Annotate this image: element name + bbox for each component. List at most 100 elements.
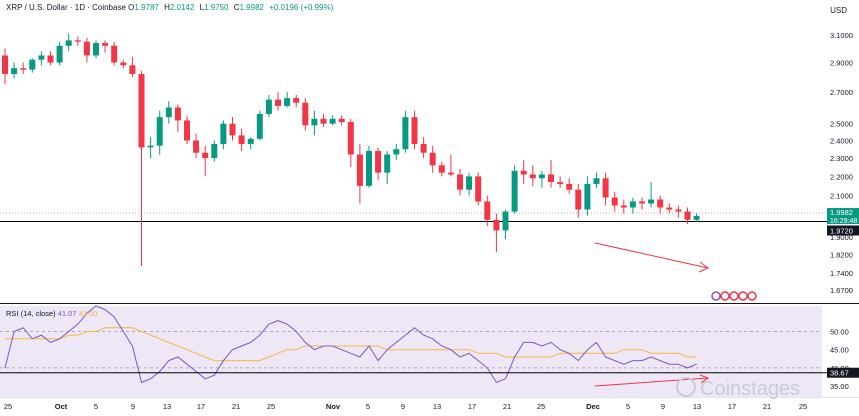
candle-body xyxy=(493,219,500,231)
x-tick-label: 5 xyxy=(94,402,98,411)
price-tick-label: 1.6700 xyxy=(830,286,853,295)
candle-body xyxy=(366,150,372,186)
x-tick-label: 5 xyxy=(626,402,630,411)
coin-icon xyxy=(676,377,696,397)
high-label: H xyxy=(164,3,170,12)
candle-body xyxy=(2,55,8,75)
watermark: Coinstages xyxy=(676,377,800,401)
price-tick-label: 2.9000 xyxy=(830,58,853,67)
x-tick-label: Nov xyxy=(326,402,341,411)
candle-body xyxy=(47,55,54,63)
x-tick-label: 5 xyxy=(366,402,370,411)
candle-body xyxy=(111,45,118,63)
x-tick-label: 17 xyxy=(468,402,476,411)
x-tick-label: 25 xyxy=(267,402,275,411)
candle-body xyxy=(247,138,254,144)
candle-body xyxy=(83,41,90,56)
candle-body xyxy=(329,118,336,124)
candle-body xyxy=(56,45,63,63)
event-icon xyxy=(738,291,748,301)
x-tick-label: 9 xyxy=(131,402,135,411)
close-label: C xyxy=(233,3,240,12)
last-price-box xyxy=(827,208,859,225)
candles xyxy=(2,33,700,267)
candle-body xyxy=(229,123,236,136)
candle-body xyxy=(20,68,27,70)
event-icon xyxy=(729,291,739,301)
candle-body xyxy=(402,117,409,150)
x-tick-label: Dec xyxy=(586,402,600,411)
price-tick-label: 1.8200 xyxy=(830,251,853,260)
candle-body xyxy=(347,122,354,155)
candle-body xyxy=(466,176,473,190)
price-tick-label: 2.4000 xyxy=(830,137,853,146)
candle-body xyxy=(147,145,154,148)
candle-body xyxy=(575,189,582,210)
candle-body xyxy=(311,118,318,126)
x-tick-label: 17 xyxy=(197,402,205,411)
rsi-header: RSI (14, close) 41.07 43.00 xyxy=(6,309,97,318)
candle-body xyxy=(174,107,181,121)
candle-body xyxy=(256,113,263,139)
x-tick-label: 21 xyxy=(763,402,771,411)
candle-body xyxy=(629,201,636,208)
candle-body xyxy=(193,140,200,153)
support-price-label: 1.9720 xyxy=(830,226,853,235)
candle-body xyxy=(511,170,518,212)
price-arrow-head xyxy=(698,261,709,273)
candle-body xyxy=(102,43,109,46)
candle-body xyxy=(265,99,272,114)
candle-body xyxy=(275,99,281,106)
x-tick-label: 13 xyxy=(163,402,171,411)
rsi-value-label: 38.67 xyxy=(830,369,849,378)
support-price-box xyxy=(827,225,859,236)
rsi-line xyxy=(4,305,697,384)
candle-body xyxy=(202,152,209,159)
candle-body xyxy=(165,107,172,118)
candle-body xyxy=(411,117,418,144)
x-tick-label: 21 xyxy=(503,402,511,411)
candle-body xyxy=(356,154,363,186)
candle-body xyxy=(11,68,18,75)
rsi-tick-label: 50.00 xyxy=(830,327,849,336)
candle-body xyxy=(666,207,673,210)
candle-body xyxy=(184,120,190,141)
candle-body xyxy=(593,178,600,184)
open-label: O xyxy=(128,3,135,12)
candle-body xyxy=(220,123,227,144)
candle-body xyxy=(120,62,127,66)
candle-body xyxy=(93,43,99,56)
candle-body xyxy=(557,182,564,184)
x-tick-label: 25 xyxy=(537,402,545,411)
candle-body xyxy=(375,150,382,173)
x-tick-label: 9 xyxy=(401,402,405,411)
candle-body xyxy=(457,174,463,190)
watermark-text: Coinstages xyxy=(700,378,801,400)
price-tick-label: 2.7000 xyxy=(830,88,853,97)
currency-label: USD xyxy=(830,6,847,15)
x-tick-label: 9 xyxy=(661,402,665,411)
rsi-value-box xyxy=(827,367,859,378)
candle-body xyxy=(520,170,527,175)
x-tick-label: 21 xyxy=(232,402,240,411)
candle-body xyxy=(657,199,664,208)
low-label: L xyxy=(199,3,205,12)
candle-body xyxy=(602,178,609,198)
price-tick-label: 2.5000 xyxy=(830,120,853,129)
candle-body xyxy=(675,209,682,212)
last-price-label: 1.9982 xyxy=(830,208,853,217)
x-tick-label: 25 xyxy=(799,402,807,411)
candle-body xyxy=(384,154,391,173)
candle-body xyxy=(529,174,536,179)
candle-body xyxy=(393,149,400,155)
high-value: 2.0142 xyxy=(169,3,195,12)
candle-body xyxy=(693,216,700,220)
price-tick-label: 1.7400 xyxy=(830,269,853,278)
candle-body xyxy=(566,183,573,190)
candle-body xyxy=(74,40,81,42)
x-tick-label: Oct xyxy=(55,402,68,411)
candle-body xyxy=(538,174,545,179)
low-value: 1.9750 xyxy=(204,3,229,12)
candle-body xyxy=(211,143,218,159)
